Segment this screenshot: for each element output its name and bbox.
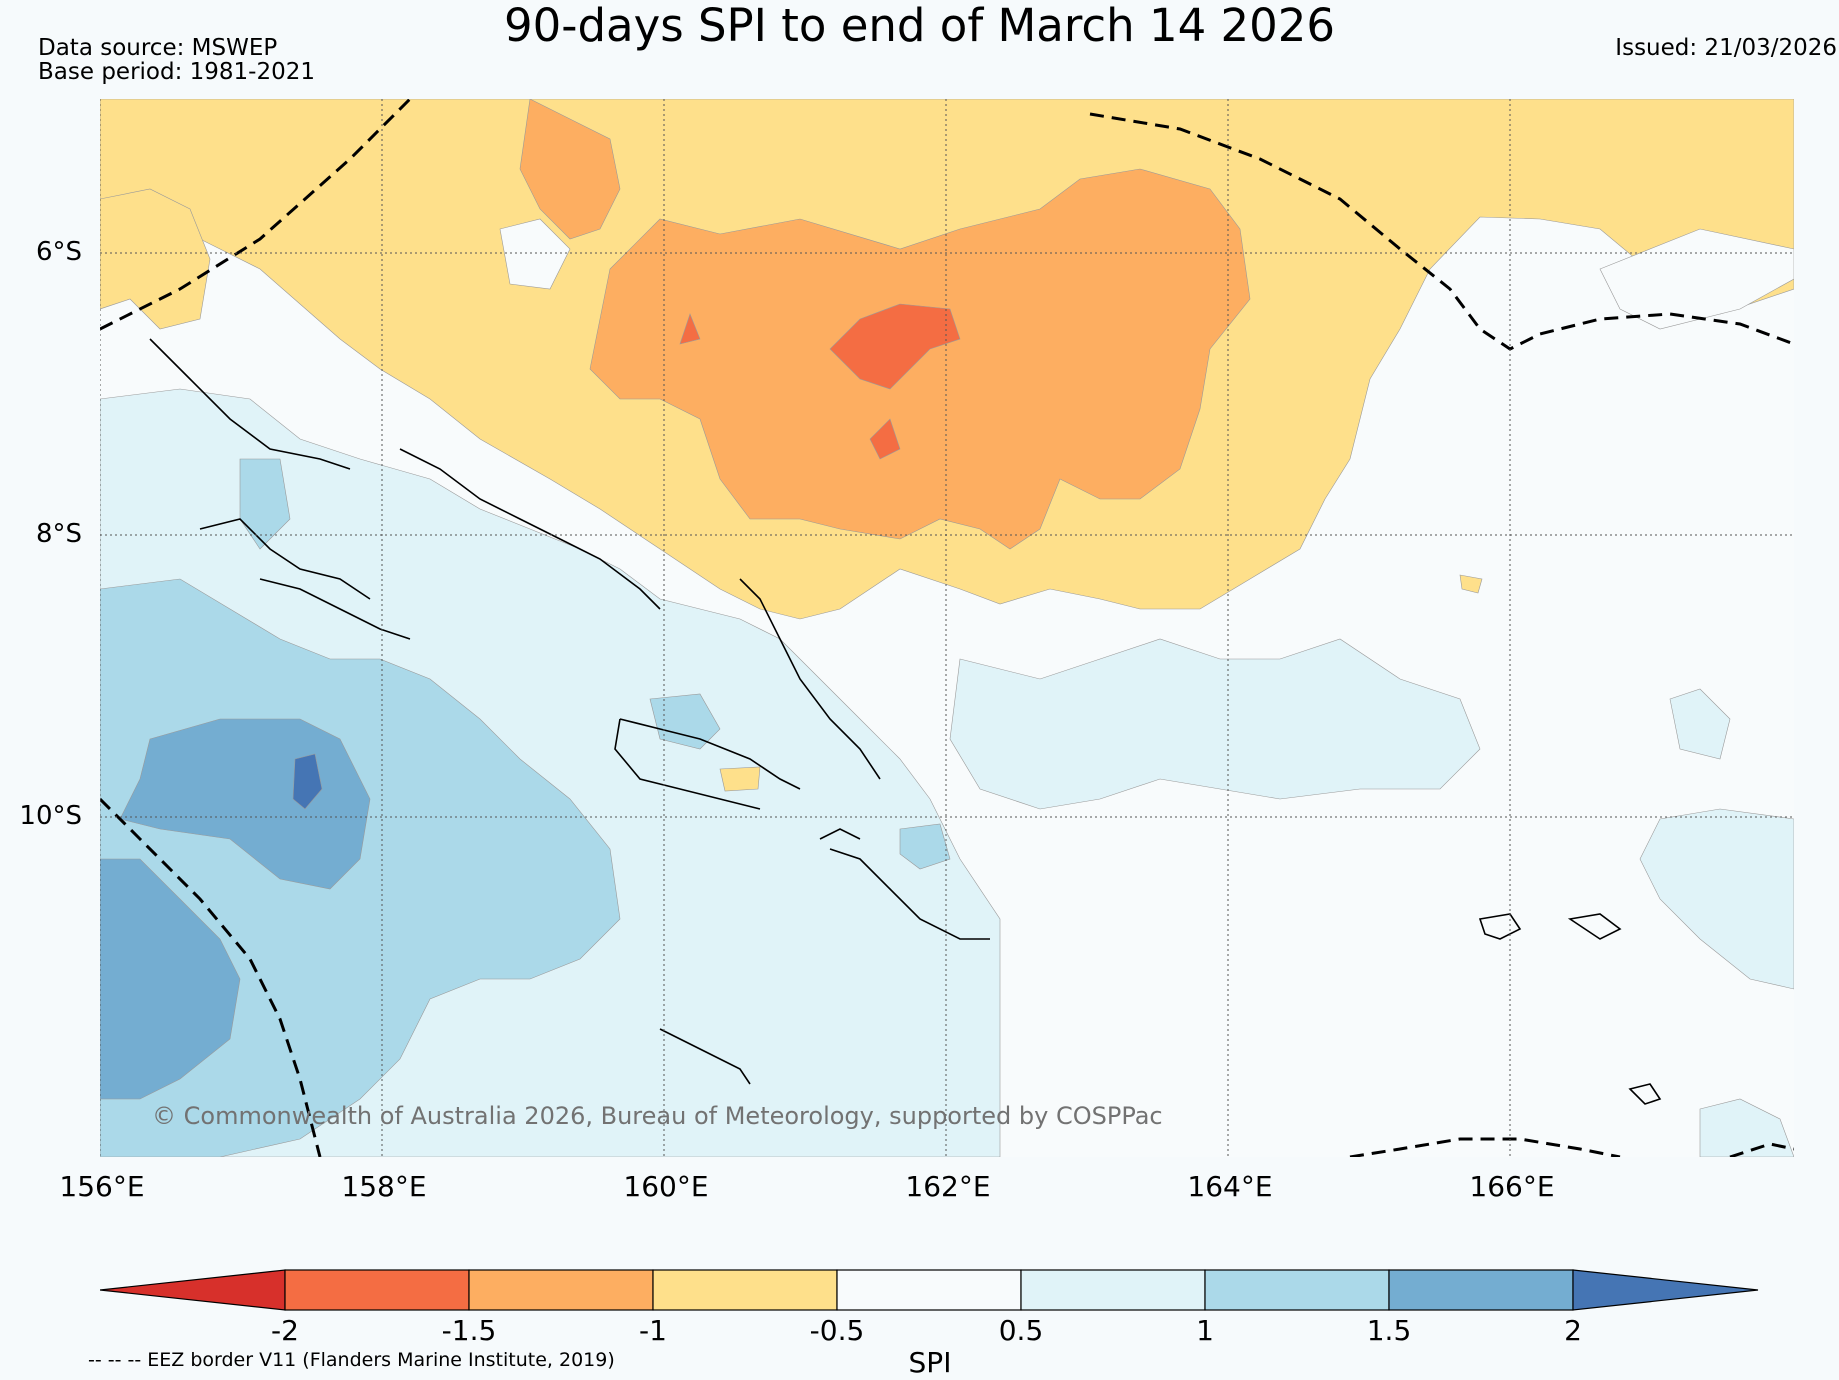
neutral-pocket [1599, 228, 1794, 330]
spi-band-dry-west [100, 188, 211, 330]
colorbar-segment [836, 1269, 1022, 1311]
spi-colorbar [100, 1269, 1759, 1311]
colorbar-segment [1204, 1269, 1390, 1311]
spi-dry-patch [719, 766, 761, 792]
spi-band-dry-severe-north [519, 99, 621, 240]
graticule [100, 99, 1794, 1157]
colorbar-segment [468, 1269, 654, 1311]
spi-map [100, 99, 1794, 1157]
eez-borders [100, 99, 1794, 1157]
lat-label-8s: 8°S [35, 519, 82, 549]
lat-label-6s: 6°S [35, 237, 82, 267]
neutral-pocket [499, 218, 571, 290]
lon-label-160e: 160°E [623, 1170, 709, 1203]
coastlines [149, 338, 1662, 1105]
spi-band-wet-severe [899, 823, 951, 870]
map-title: 90-days SPI to end of March 14 2026 [503, 0, 1336, 52]
colorbar-tick: 1 [1196, 1314, 1214, 1347]
colorbar-tick: 2 [1564, 1314, 1582, 1347]
lon-label-162e: 162°E [905, 1170, 991, 1203]
colorbar-tick: -1.5 [441, 1314, 497, 1347]
copyright-credit: © Commonwealth of Australia 2026, Bureau… [152, 1102, 1163, 1130]
issued-date: Issued: 21/03/2026 [1615, 35, 1837, 61]
spi-dry-patch [1459, 574, 1483, 594]
base-period: Base period: 1981-2021 [38, 59, 316, 85]
colorbar-tick: -2 [271, 1314, 299, 1347]
spi-band-wet-moderate [1669, 688, 1731, 760]
colorbar-tick: -1 [639, 1314, 667, 1347]
data-source: Data source: MSWEP [38, 35, 278, 61]
colorbar-low-extend [100, 1269, 286, 1311]
colorbar-segment [284, 1269, 470, 1311]
spi-band-dry-extreme [679, 313, 701, 345]
colorbar-segment [652, 1269, 838, 1311]
colorbar-label: SPI [908, 1346, 952, 1379]
lon-label-166e: 166°E [1469, 1170, 1555, 1203]
spi-band-wet-east [949, 638, 1481, 810]
spi-band-wet-south [1699, 1098, 1794, 1157]
colorbar-tick: -0.5 [809, 1314, 865, 1347]
spi-band-dry-extreme [869, 418, 901, 460]
colorbar-tick: 0.5 [998, 1314, 1044, 1347]
spi-band-dry-extreme [829, 303, 961, 390]
spi-band-wet-far-east [1639, 808, 1794, 990]
lon-label-158e: 158°E [341, 1170, 427, 1203]
spi-band-wet-extreme [100, 858, 241, 1100]
colorbar-tick: 1.5 [1366, 1314, 1412, 1347]
spi-band-wet-severe [649, 693, 721, 750]
meta-info: Data source: MSWEP Base period: 1981-202… [38, 36, 315, 84]
eez-legend-note: -- -- -- EEZ border V11 (Flanders Marine… [88, 1349, 615, 1371]
colorbar-segment [1388, 1269, 1574, 1311]
lon-label-164e: 164°E [1187, 1170, 1273, 1203]
lat-label-10s: 10°S [19, 801, 82, 831]
colorbar-high-extend [1572, 1269, 1759, 1311]
spi-band-wet-peak [292, 753, 323, 810]
spi-band-wet-severe [239, 458, 291, 550]
colorbar-segment [1020, 1269, 1206, 1311]
lon-label-156e: 156°E [59, 1170, 145, 1203]
